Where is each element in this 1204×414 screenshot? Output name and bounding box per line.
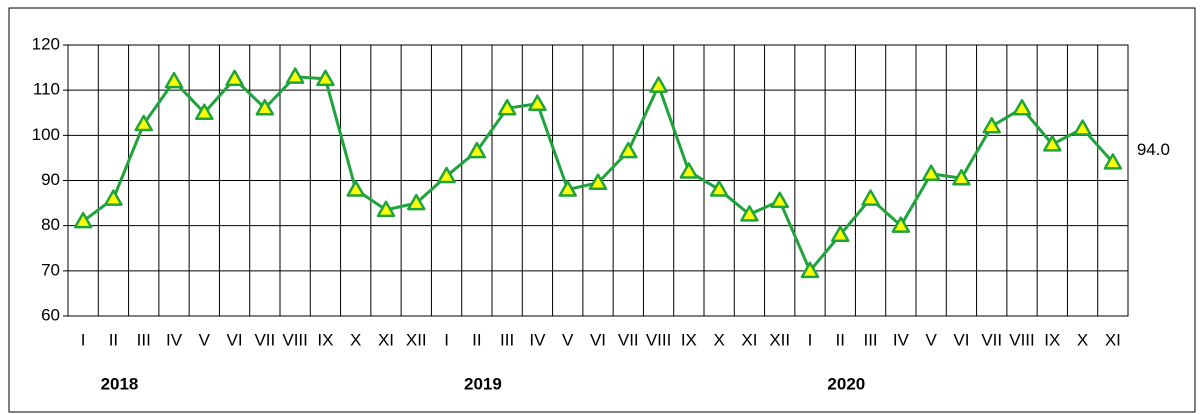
x-tick-label: II (109, 330, 118, 349)
data-label: 94.0 (1137, 140, 1170, 159)
marker (679, 162, 699, 179)
marker (831, 225, 850, 242)
x-tick-label: II (836, 330, 845, 349)
marker (497, 98, 517, 116)
marker (619, 141, 638, 159)
marker (1012, 98, 1032, 116)
marker (467, 141, 487, 159)
x-tick-label: VIII (646, 330, 672, 349)
y-tick-label: 110 (33, 80, 60, 99)
marker (376, 200, 396, 218)
x-tick-label: V (925, 330, 937, 349)
x-tick-label: I (808, 330, 813, 349)
y-tick-label: 90 (41, 170, 60, 189)
marker (285, 67, 305, 84)
x-tick-label: XI (378, 330, 394, 349)
x-tick-label: XII (769, 330, 790, 349)
marker (346, 180, 365, 197)
marker (709, 180, 729, 197)
marker (800, 261, 820, 279)
x-tick-label: V (562, 330, 574, 349)
marker (255, 98, 275, 116)
x-tick-label: II (472, 330, 481, 349)
x-tick-label: IV (166, 330, 183, 349)
x-tick-label: IV (529, 330, 546, 349)
x-tick-label: VI (227, 330, 243, 349)
marker (952, 168, 971, 186)
x-tick-label: VII (981, 330, 1002, 349)
marker (316, 69, 335, 87)
marker (558, 180, 577, 197)
x-tick-label: XI (1105, 330, 1121, 349)
plot-area (67, 44, 1129, 317)
x-tick-label: XII (406, 330, 427, 349)
marker (225, 69, 244, 87)
marker (407, 193, 426, 211)
x-tick-label: VI (953, 330, 969, 349)
x-tick-label: III (500, 330, 514, 349)
x-tick-label: V (199, 330, 211, 349)
x-tick-label: X (1077, 330, 1088, 349)
x-tick-label: IX (317, 330, 333, 349)
marker (164, 71, 184, 89)
marker (861, 189, 880, 206)
year-label: 2018 (101, 374, 139, 393)
marker (588, 173, 608, 191)
marker (740, 205, 759, 222)
marker (770, 191, 789, 209)
x-tick-label: I (81, 330, 86, 349)
x-tick-label: III (137, 330, 151, 349)
y-tick-label: 70 (41, 260, 60, 279)
x-tick-label: VII (618, 330, 639, 349)
x-tick-label: VII (254, 330, 275, 349)
y-tick-label: 60 (41, 305, 60, 324)
year-label: 2019 (464, 374, 502, 393)
marker (73, 211, 93, 229)
x-tick-label: XI (741, 330, 757, 349)
y-tick-label: 80 (41, 215, 60, 234)
marker (649, 76, 668, 93)
marker (134, 114, 153, 132)
marker (104, 189, 123, 206)
marker (1073, 119, 1092, 136)
x-tick-label: X (713, 330, 724, 349)
marker (982, 117, 1001, 134)
x-tick-label: X (350, 330, 361, 349)
y-tick-label: 120 (32, 34, 60, 53)
x-tick-label: VIII (1009, 330, 1035, 349)
marker (1043, 135, 1062, 152)
marker (921, 164, 941, 181)
x-tick-label: IX (1044, 330, 1060, 349)
marker (437, 166, 456, 184)
chart-border (8, 7, 1196, 413)
y-tick-label: 100 (32, 125, 60, 144)
x-tick-label: VIII (282, 330, 308, 349)
year-label: 2020 (827, 374, 865, 393)
marker (891, 216, 911, 233)
marker (528, 94, 547, 111)
x-tick-label: III (863, 330, 877, 349)
x-tick-label: VI (590, 330, 606, 349)
marker (1103, 153, 1123, 170)
x-tick-label: IX (681, 330, 697, 349)
marker (195, 103, 214, 120)
x-tick-label: I (444, 330, 449, 349)
x-tick-label: IV (893, 330, 910, 349)
